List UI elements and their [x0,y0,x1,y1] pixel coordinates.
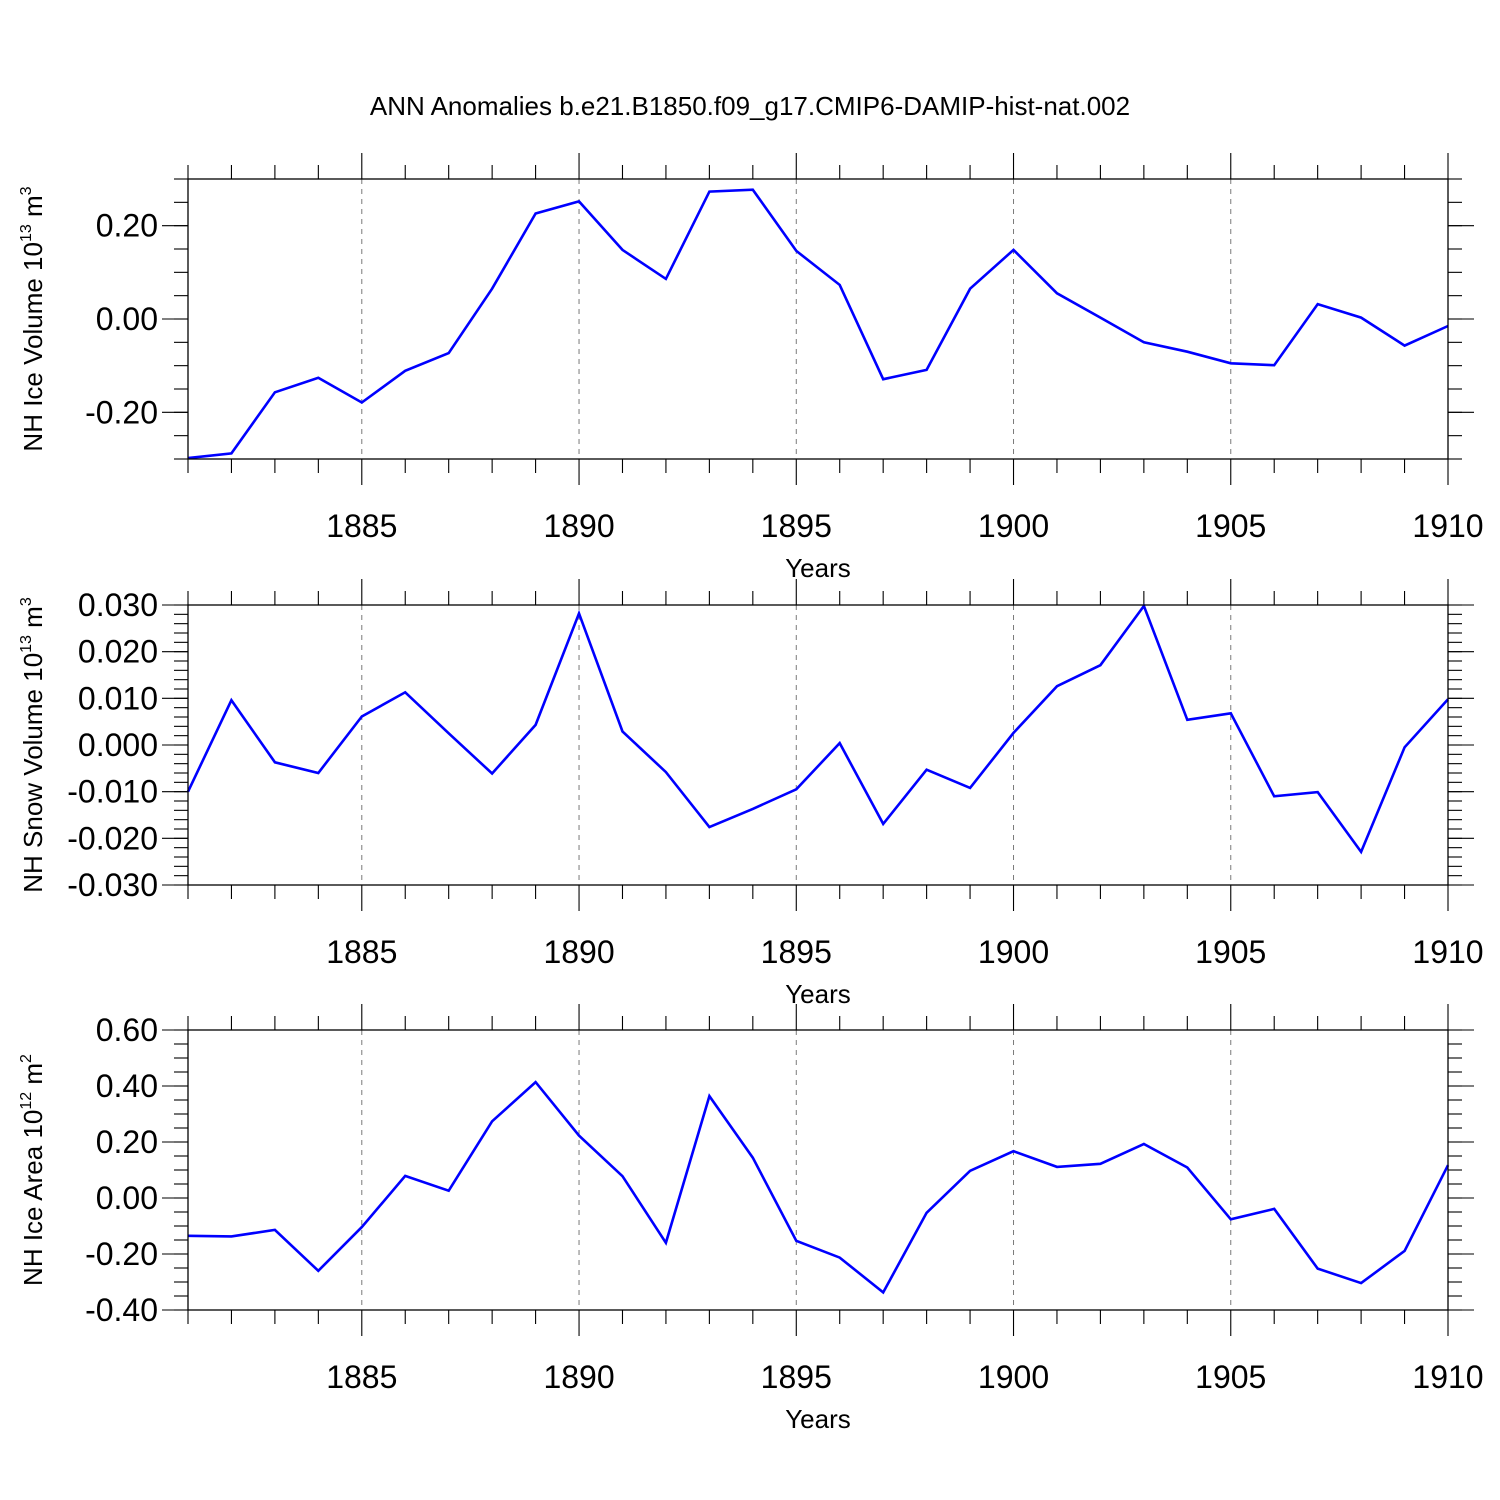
series-line-ice-volume [187,188,1449,460]
x-axis-label: Years [785,1404,851,1434]
y-tick-label: -0.20 [85,394,158,430]
x-tick-label: 1890 [543,1359,614,1395]
series-line-ice-area [187,1080,1450,1295]
x-tick-label: 1905 [1195,934,1266,970]
plot-frame [187,604,1449,886]
y-tick-label: 0.20 [96,208,158,244]
y-tick-label: 0.60 [96,1012,158,1048]
y-axis-label: NH Ice Area 1012 m2 [18,1054,48,1286]
y-tick-label: -0.030 [67,867,158,903]
x-tick-label: 1910 [1412,934,1483,970]
plot-frame [187,178,1449,460]
figure-title: ANN Anomalies b.e21.B1850.f09_g17.CMIP6-… [370,91,1130,121]
x-tick-label: 1900 [978,1359,1049,1395]
y-tick-label: -0.020 [67,820,158,856]
y-tick-label: -0.20 [85,1236,158,1272]
x-tick-label: 1890 [543,934,614,970]
x-tick-label: 1905 [1195,508,1266,544]
y-axis-label: NH Snow Volume 1013 m3 [18,597,48,893]
x-tick-label: 1895 [761,934,832,970]
x-tick-label: 1900 [978,508,1049,544]
x-tick-label: 1895 [761,1359,832,1395]
y-tick-label: 0.020 [78,634,158,670]
x-tick-label: 1895 [761,508,832,544]
y-tick-label: -0.010 [67,774,158,810]
x-axis-label: Years [785,979,851,1009]
y-tick-label: 0.030 [78,587,158,623]
x-tick-label: 1885 [326,508,397,544]
x-tick-label: 1910 [1412,508,1483,544]
y-axis-label: NH Ice Volume 1013 m3 [18,186,48,451]
panel-snow-volume: -0.030 -0.020 -0.010 0.000 0.010 0.020 0.030 18… [18,579,1484,1009]
y-tick-label: 0.40 [96,1068,158,1104]
y-tick-label: 0.00 [96,301,158,337]
panel-ice-volume: -0.20 0.00 0.20 1885 1890 1895 1900 1905 1910 Yea… [18,153,1484,583]
x-axis-label: Years [785,553,851,583]
x-tick-label: 1900 [978,934,1049,970]
plot-frame [187,1029,1449,1311]
panel-ice-area: -0.40 -0.20 0.00 0.20 0.40 0.60 1885 1890 1895 19… [18,1004,1484,1434]
x-tick-label: 1905 [1195,1359,1266,1395]
panels: -0.20 0.00 0.20 1885 1890 1895 1900 1905 1910 Yea… [18,153,1484,1434]
x-tick-label: 1885 [326,1359,397,1395]
y-tick-label: 0.010 [78,680,158,716]
series-line-snow-volume [186,603,1449,855]
x-tick-label: 1890 [543,508,614,544]
y-tick-label: -0.40 [85,1292,158,1328]
y-tick-label: 0.000 [78,727,158,763]
x-tick-label: 1885 [326,934,397,970]
x-tick-label: 1910 [1412,1359,1483,1395]
y-tick-label: 0.20 [96,1124,158,1160]
y-tick-label: 0.00 [96,1180,158,1216]
